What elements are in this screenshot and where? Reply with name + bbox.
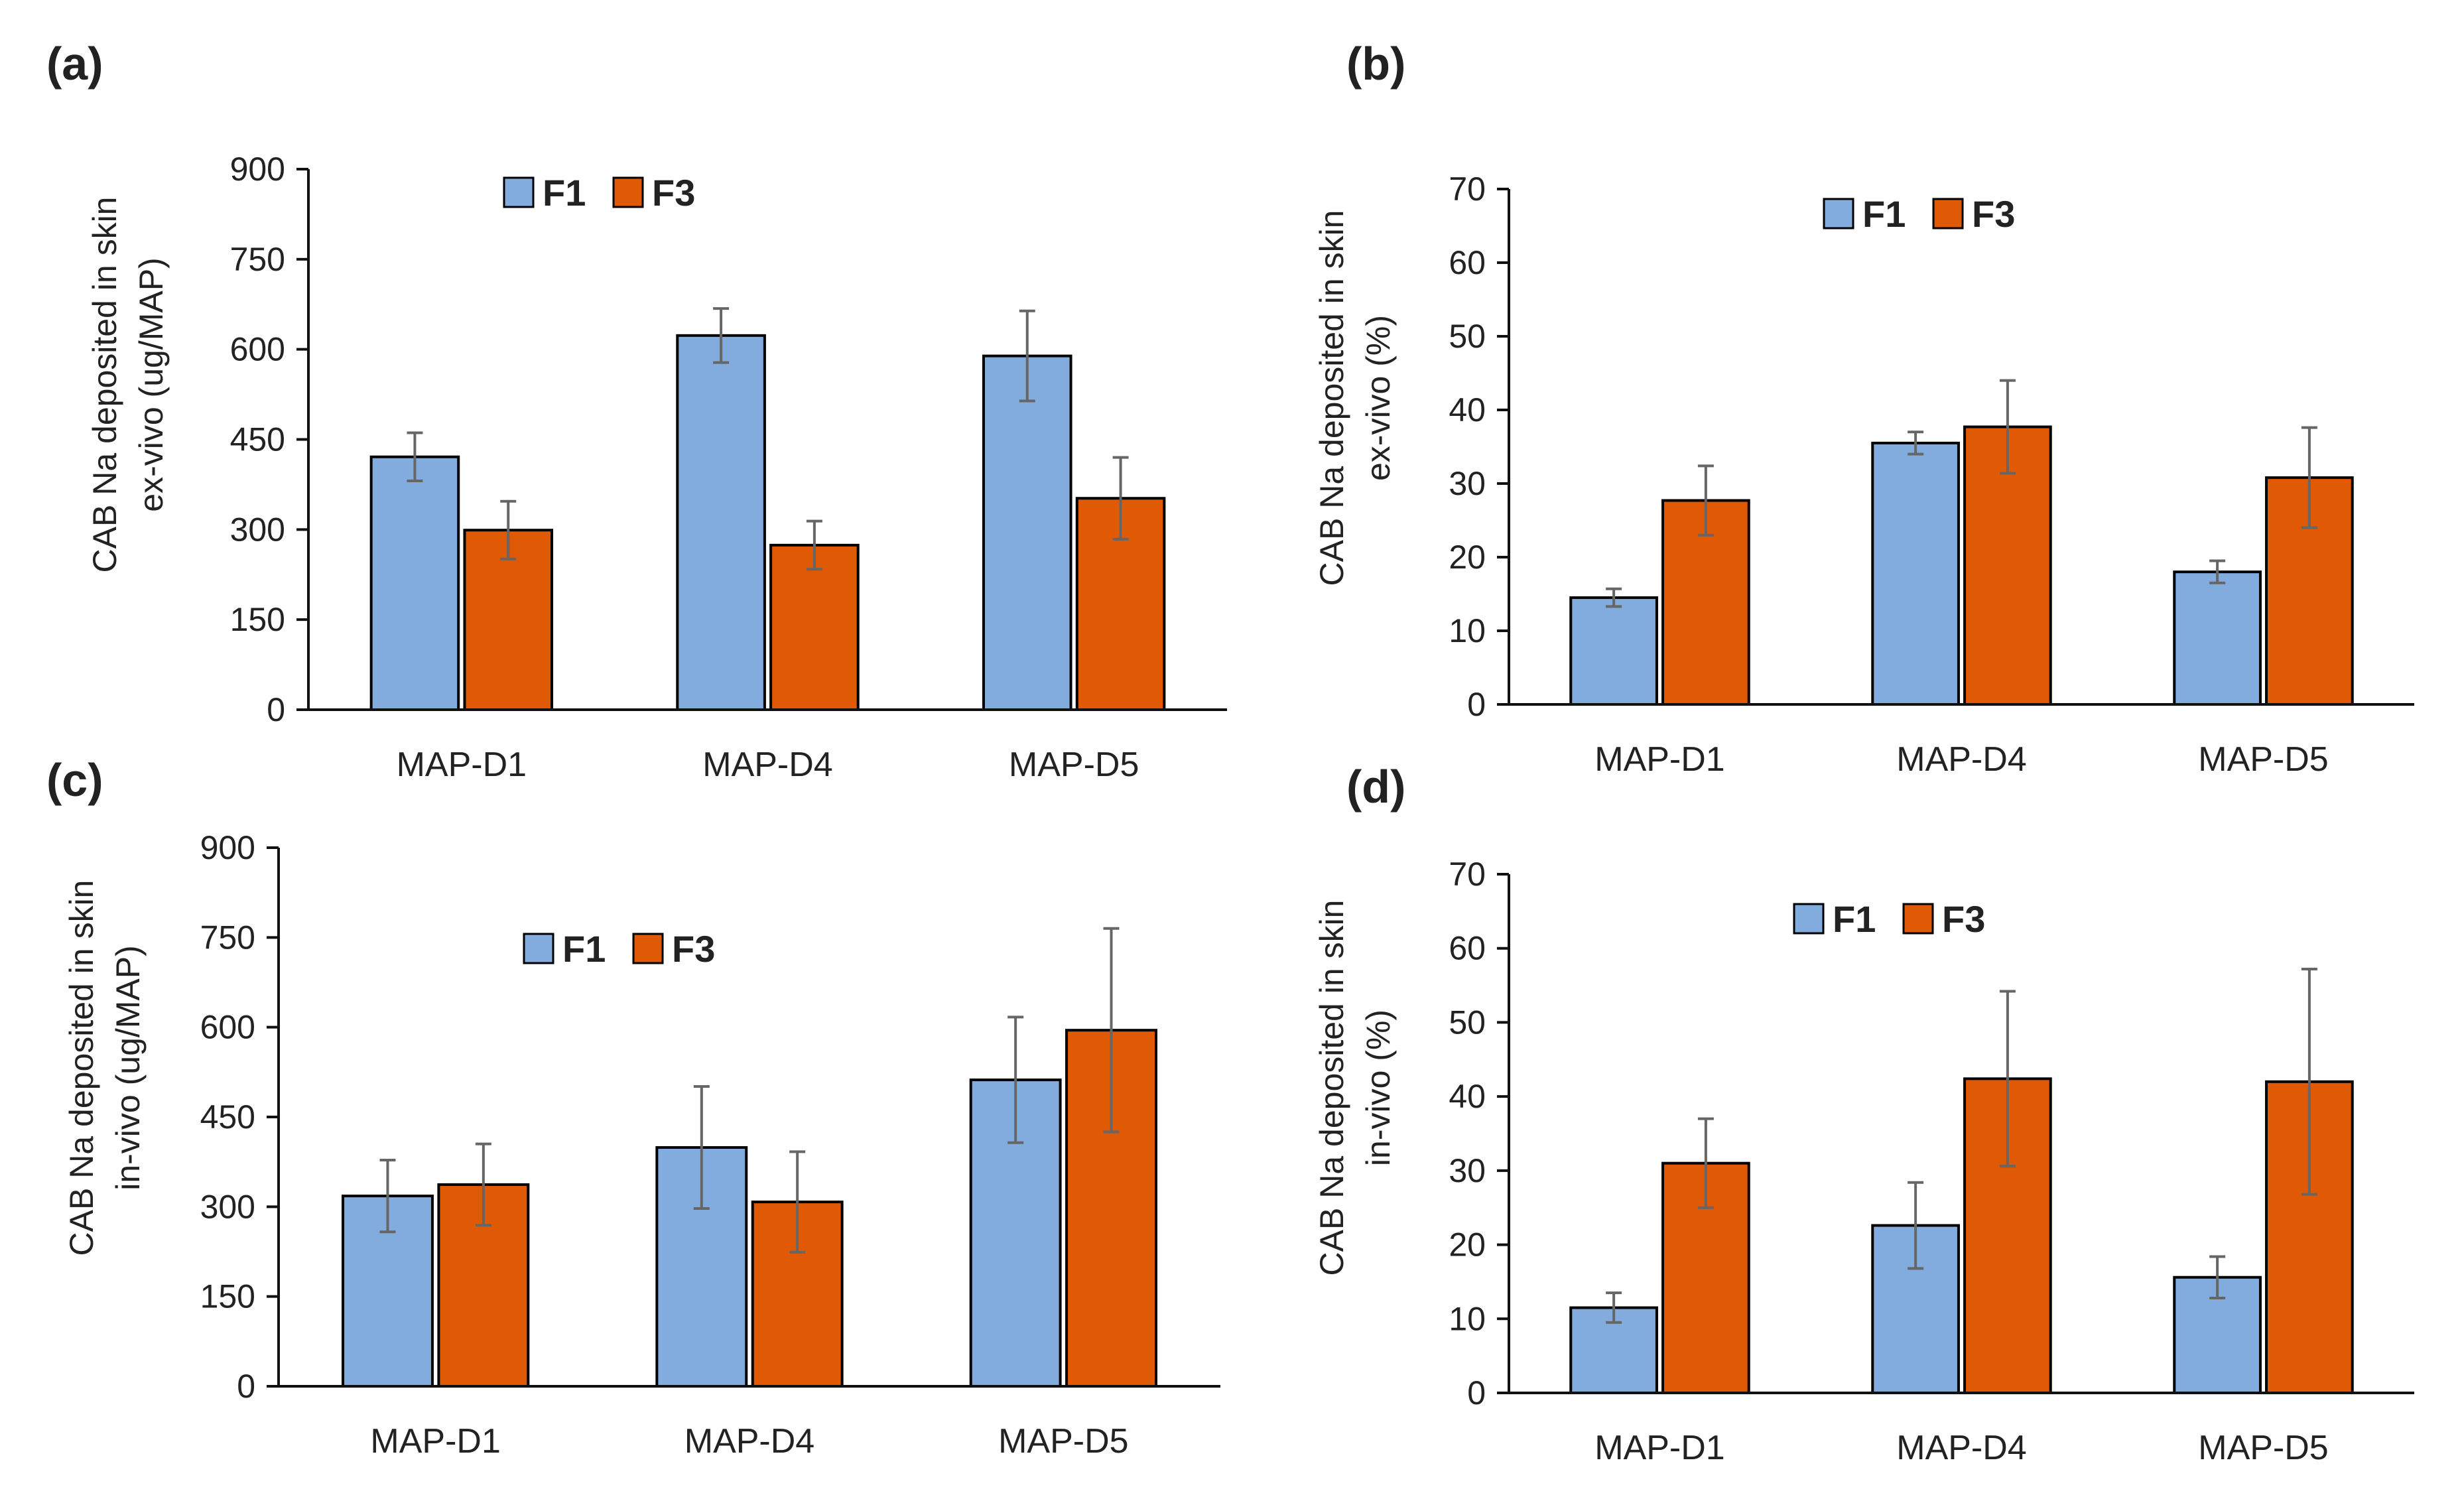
y-tick-label-a: 600 bbox=[230, 331, 285, 368]
x-tick-label-a: MAP-D5 bbox=[1009, 746, 1139, 784]
y-axis-label-b-line1: CAB Na deposited in skin bbox=[1313, 210, 1350, 586]
legend-swatch-f3-a bbox=[612, 176, 644, 208]
y-tick-label-a: 900 bbox=[230, 151, 285, 188]
y-tick-label-c: 900 bbox=[200, 829, 255, 866]
y-tick-label-b: 20 bbox=[1449, 539, 1486, 576]
y-tick-label-d: 10 bbox=[1449, 1300, 1486, 1337]
y-tick-label-c: 750 bbox=[200, 919, 255, 956]
x-tick-label-d: MAP-D4 bbox=[1896, 1429, 2026, 1467]
x-tick-label-b: MAP-D1 bbox=[1594, 740, 1724, 779]
legend-label-f3-a: F3 bbox=[652, 172, 695, 214]
y-tick-label-d: 0 bbox=[1467, 1374, 1486, 1411]
x-tick-label-c: MAP-D1 bbox=[370, 1422, 500, 1461]
y-tick-label-b: 30 bbox=[1449, 465, 1486, 502]
y-tick-label-d: 40 bbox=[1449, 1078, 1486, 1115]
bar-f1-map-d1-b bbox=[1569, 596, 1658, 706]
legend-label-f3-b: F3 bbox=[1972, 193, 2015, 235]
y-tick-label-c: 600 bbox=[200, 1009, 255, 1046]
y-axis-label-d-line2: in-vivo (%) bbox=[1360, 1010, 1397, 1166]
x-tick-label-d: MAP-D5 bbox=[2198, 1429, 2328, 1467]
legend-swatch-f1-d bbox=[1793, 903, 1825, 935]
bar-f1-map-d4-b bbox=[1871, 441, 1960, 706]
y-tick-label-a: 300 bbox=[230, 511, 285, 548]
legend-swatch-f1-a bbox=[503, 176, 535, 208]
y-tick-label-d: 20 bbox=[1449, 1226, 1486, 1264]
y-tick-label-b: 50 bbox=[1449, 318, 1486, 355]
bar-f1-map-d1-a bbox=[369, 455, 460, 711]
y-tick-label-a: 150 bbox=[230, 601, 285, 638]
y-tick-label-c: 300 bbox=[200, 1188, 255, 1225]
y-tick-label-a: 750 bbox=[230, 241, 285, 278]
y-axis-label-b-line2: ex-vivo (%) bbox=[1360, 315, 1397, 481]
y-axis-label-c-line2: in-vivo (ug/MAP) bbox=[109, 945, 147, 1191]
legend-label-f1-c: F1 bbox=[562, 928, 606, 970]
y-tick-label-b: 70 bbox=[1449, 170, 1486, 208]
bar-f1-map-d4-a bbox=[676, 334, 766, 712]
panel-d: (d) CAB Na deposited in skin in-vivo (%)… bbox=[1313, 761, 2414, 1467]
y-tick-label-a: 450 bbox=[230, 421, 285, 458]
x-tick-label-c: MAP-D4 bbox=[684, 1422, 814, 1461]
y-tick-label-d: 50 bbox=[1449, 1004, 1486, 1041]
y-tick-label-c: 450 bbox=[200, 1098, 255, 1136]
y-tick-label-b: 40 bbox=[1449, 391, 1486, 428]
panel-label-a: (a) bbox=[46, 38, 103, 90]
y-tick-label-d: 60 bbox=[1449, 930, 1486, 967]
x-tick-label-d: MAP-D1 bbox=[1594, 1429, 1724, 1467]
x-tick-label-b: MAP-D4 bbox=[1896, 740, 2026, 779]
y-axis-label-a-line1: CAB Na deposited in skin bbox=[86, 197, 123, 573]
x-tick-label-c: MAP-D5 bbox=[998, 1422, 1128, 1461]
panel-c: (c) CAB Na deposited in skin in-vivo (ug… bbox=[46, 754, 1220, 1461]
panel-label-b: (b) bbox=[1346, 38, 1405, 90]
y-tick-label-b: 10 bbox=[1449, 612, 1486, 649]
x-tick-label-a: MAP-D4 bbox=[702, 746, 832, 784]
y-tick-label-b: 60 bbox=[1449, 244, 1486, 281]
legend-label-f1-a: F1 bbox=[543, 172, 586, 214]
bar-f1-map-d5-b bbox=[2173, 570, 2262, 706]
legend-swatch-f3-d bbox=[1902, 903, 1934, 935]
y-tick-label-d: 30 bbox=[1449, 1152, 1486, 1189]
panel-label-c: (c) bbox=[46, 754, 103, 806]
bar-f1-map-d5-a bbox=[982, 354, 1072, 711]
y-axis-label-c-line1: CAB Na deposited in skin bbox=[63, 880, 100, 1256]
legend-label-f1-d: F1 bbox=[1833, 898, 1876, 940]
x-tick-label-b: MAP-D5 bbox=[2198, 740, 2328, 779]
y-axis-label-a-line2: ex-vivo (ug/MAP) bbox=[133, 257, 170, 511]
panel-label-d: (d) bbox=[1346, 761, 1405, 813]
legend-label-f3-c: F3 bbox=[672, 928, 715, 970]
bar-f3-map-d4-a bbox=[769, 543, 860, 712]
panel-b: (b) CAB Na deposited in skin ex-vivo (%)… bbox=[1313, 38, 2414, 779]
legend-swatch-f3-b bbox=[1932, 198, 1964, 229]
y-tick-label-b: 0 bbox=[1467, 686, 1486, 723]
y-axis-label-d-line1: CAB Na deposited in skin bbox=[1313, 900, 1350, 1276]
legend-swatch-f3-c bbox=[632, 933, 664, 964]
legend-swatch-f1-b bbox=[1823, 198, 1854, 229]
legend-label-f1-b: F1 bbox=[1862, 193, 1906, 235]
y-tick-label-a: 0 bbox=[267, 691, 285, 728]
legend-swatch-f1-c bbox=[523, 933, 554, 964]
x-tick-label-a: MAP-D1 bbox=[397, 746, 527, 784]
panel-a: (a) CAB Na deposited in skin ex-vivo (ug… bbox=[46, 38, 1227, 784]
legend-label-f3-d: F3 bbox=[1942, 898, 1985, 940]
y-tick-label-c: 0 bbox=[237, 1368, 255, 1405]
y-tick-label-d: 70 bbox=[1449, 856, 1486, 893]
y-tick-label-c: 150 bbox=[200, 1278, 255, 1315]
